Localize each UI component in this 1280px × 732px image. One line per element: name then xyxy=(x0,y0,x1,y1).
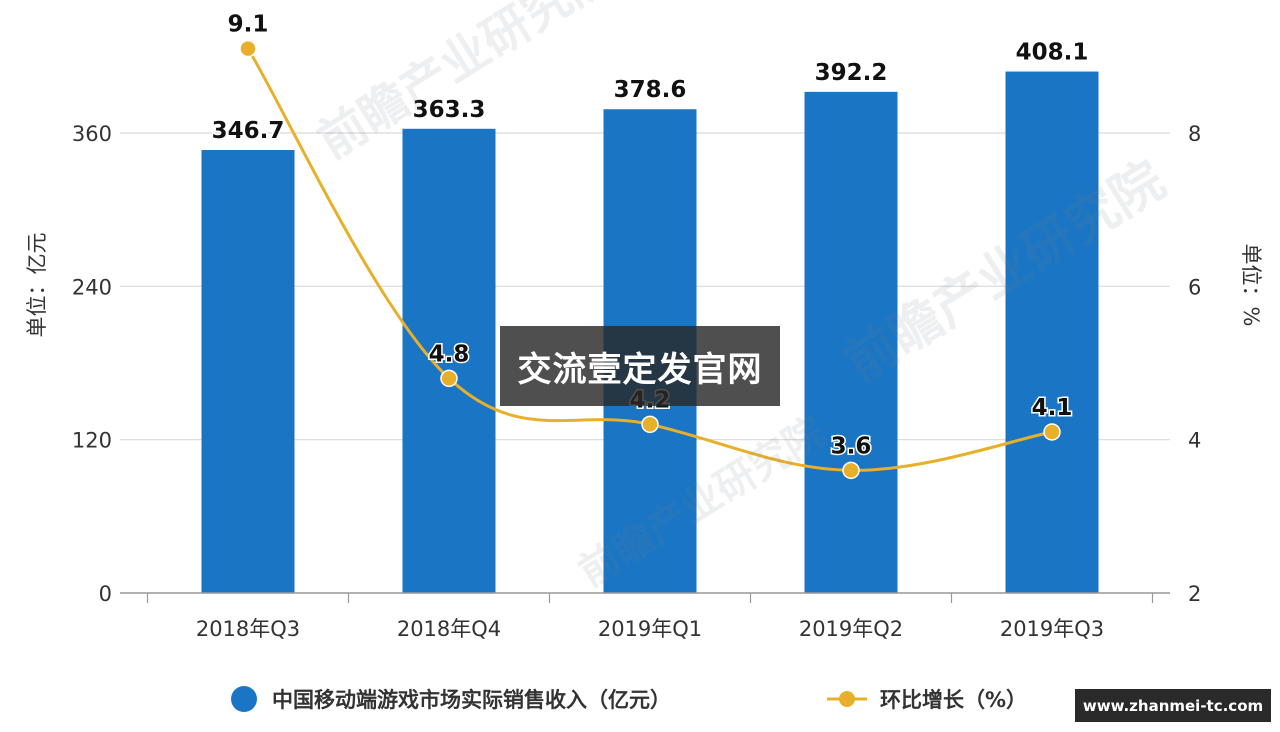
line-point xyxy=(842,461,860,480)
bar-value-label: 408.1 xyxy=(1016,40,1089,66)
bar-value-label: 378.6 xyxy=(614,77,687,103)
site-badge: www.zhanmei-tc.com xyxy=(1075,689,1271,722)
y-left-tick-label: 120 xyxy=(72,429,112,453)
x-tick-label: 2019年Q1 xyxy=(598,617,702,641)
y-left-axis-title: 单位：亿元 xyxy=(25,233,49,338)
line-point xyxy=(440,369,458,388)
line-point xyxy=(1043,423,1061,441)
x-tick-label: 2018年Q3 xyxy=(196,617,300,641)
bar-value-label: 392.2 xyxy=(815,60,888,86)
y-right-tick-label: 2 xyxy=(1188,582,1201,606)
line-value-label: 4.1 xyxy=(1032,395,1073,421)
legend: 中国移动端游戏市场实际销售收入（亿元） 环比增长（%） xyxy=(231,686,1027,712)
growth-line-path xyxy=(246,47,1053,472)
bar xyxy=(201,149,295,593)
y-right-axis-title: 单位：% xyxy=(1239,244,1263,327)
legend-line-dot xyxy=(839,691,855,707)
legend-line-label: 环比增长（%） xyxy=(880,688,1027,712)
y-left-tick-label: 0 xyxy=(99,582,112,606)
y-right-tick-label: 8 xyxy=(1188,122,1201,146)
bar xyxy=(1005,71,1099,594)
bar-value-label: 346.7 xyxy=(212,118,285,144)
x-tick-label: 2019年Q2 xyxy=(799,617,903,641)
y-right-tick-label: 6 xyxy=(1188,275,1201,299)
line-value-label: 4.8 xyxy=(429,341,470,367)
bar xyxy=(402,128,496,594)
line-value-label: 3.6 xyxy=(831,433,872,459)
axes: 2018年Q3 2018年Q4 2019年Q1 2019年Q2 2019年Q3 0 120 2… xyxy=(25,122,1263,641)
overlay-banner: 交流壹定发官网 xyxy=(500,326,780,406)
bars xyxy=(201,71,1099,594)
growth-line xyxy=(239,39,1061,480)
line-point xyxy=(641,415,659,434)
x-tick-label: 2018年Q4 xyxy=(397,617,501,641)
bar xyxy=(804,91,898,593)
line-point xyxy=(239,39,257,58)
x-tick-label: 2019年Q3 xyxy=(1000,617,1104,641)
y-left-tick-label: 360 xyxy=(72,122,112,146)
y-right-tick-label: 4 xyxy=(1188,429,1201,453)
y-left-tick-label: 240 xyxy=(72,275,112,299)
legend-bar-marker xyxy=(231,686,257,712)
line-value-label: 9.1 xyxy=(228,12,269,38)
bar-value-label: 363.3 xyxy=(413,97,486,123)
legend-bar-label: 中国移动端游戏市场实际销售收入（亿元） xyxy=(272,688,671,712)
